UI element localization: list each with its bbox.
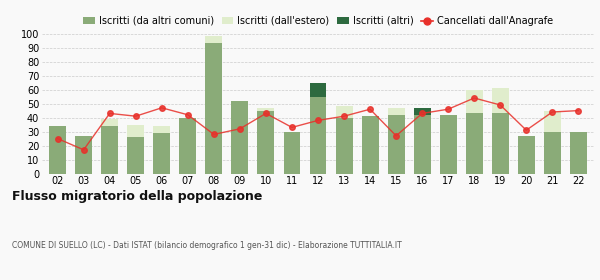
Bar <box>49 126 66 174</box>
Bar <box>284 132 301 174</box>
Legend: Iscritti (da altri comuni), Iscritti (dall'estero), Iscritti (altri), Cancellati: Iscritti (da altri comuni), Iscritti (da… <box>83 16 553 26</box>
Bar <box>388 115 404 174</box>
Bar <box>440 115 457 174</box>
Bar <box>466 113 482 174</box>
Bar <box>75 136 92 174</box>
Bar <box>335 118 353 174</box>
Bar <box>335 106 353 118</box>
Bar <box>154 126 170 133</box>
Bar <box>492 113 509 174</box>
Bar <box>544 111 561 132</box>
Bar <box>205 36 223 43</box>
Text: COMUNE DI SUELLO (LC) - Dati ISTAT (bilancio demografico 1 gen-31 dic) - Elabora: COMUNE DI SUELLO (LC) - Dati ISTAT (bila… <box>12 241 402 250</box>
Bar <box>101 119 118 126</box>
Bar <box>388 108 404 115</box>
Bar <box>544 132 561 174</box>
Bar <box>413 115 431 174</box>
Bar <box>492 88 509 113</box>
Bar <box>310 97 326 174</box>
Bar <box>466 90 482 113</box>
Bar <box>257 111 274 174</box>
Bar <box>362 116 379 174</box>
Bar <box>413 108 431 115</box>
Bar <box>257 108 274 111</box>
Text: Flusso migratorio della popolazione: Flusso migratorio della popolazione <box>12 190 262 203</box>
Bar <box>518 136 535 174</box>
Bar <box>232 101 248 174</box>
Bar <box>179 118 196 174</box>
Bar <box>127 137 144 174</box>
Bar <box>127 125 144 137</box>
Bar <box>101 126 118 174</box>
Bar <box>154 133 170 174</box>
Bar <box>310 83 326 97</box>
Bar <box>570 132 587 174</box>
Bar <box>205 43 223 174</box>
